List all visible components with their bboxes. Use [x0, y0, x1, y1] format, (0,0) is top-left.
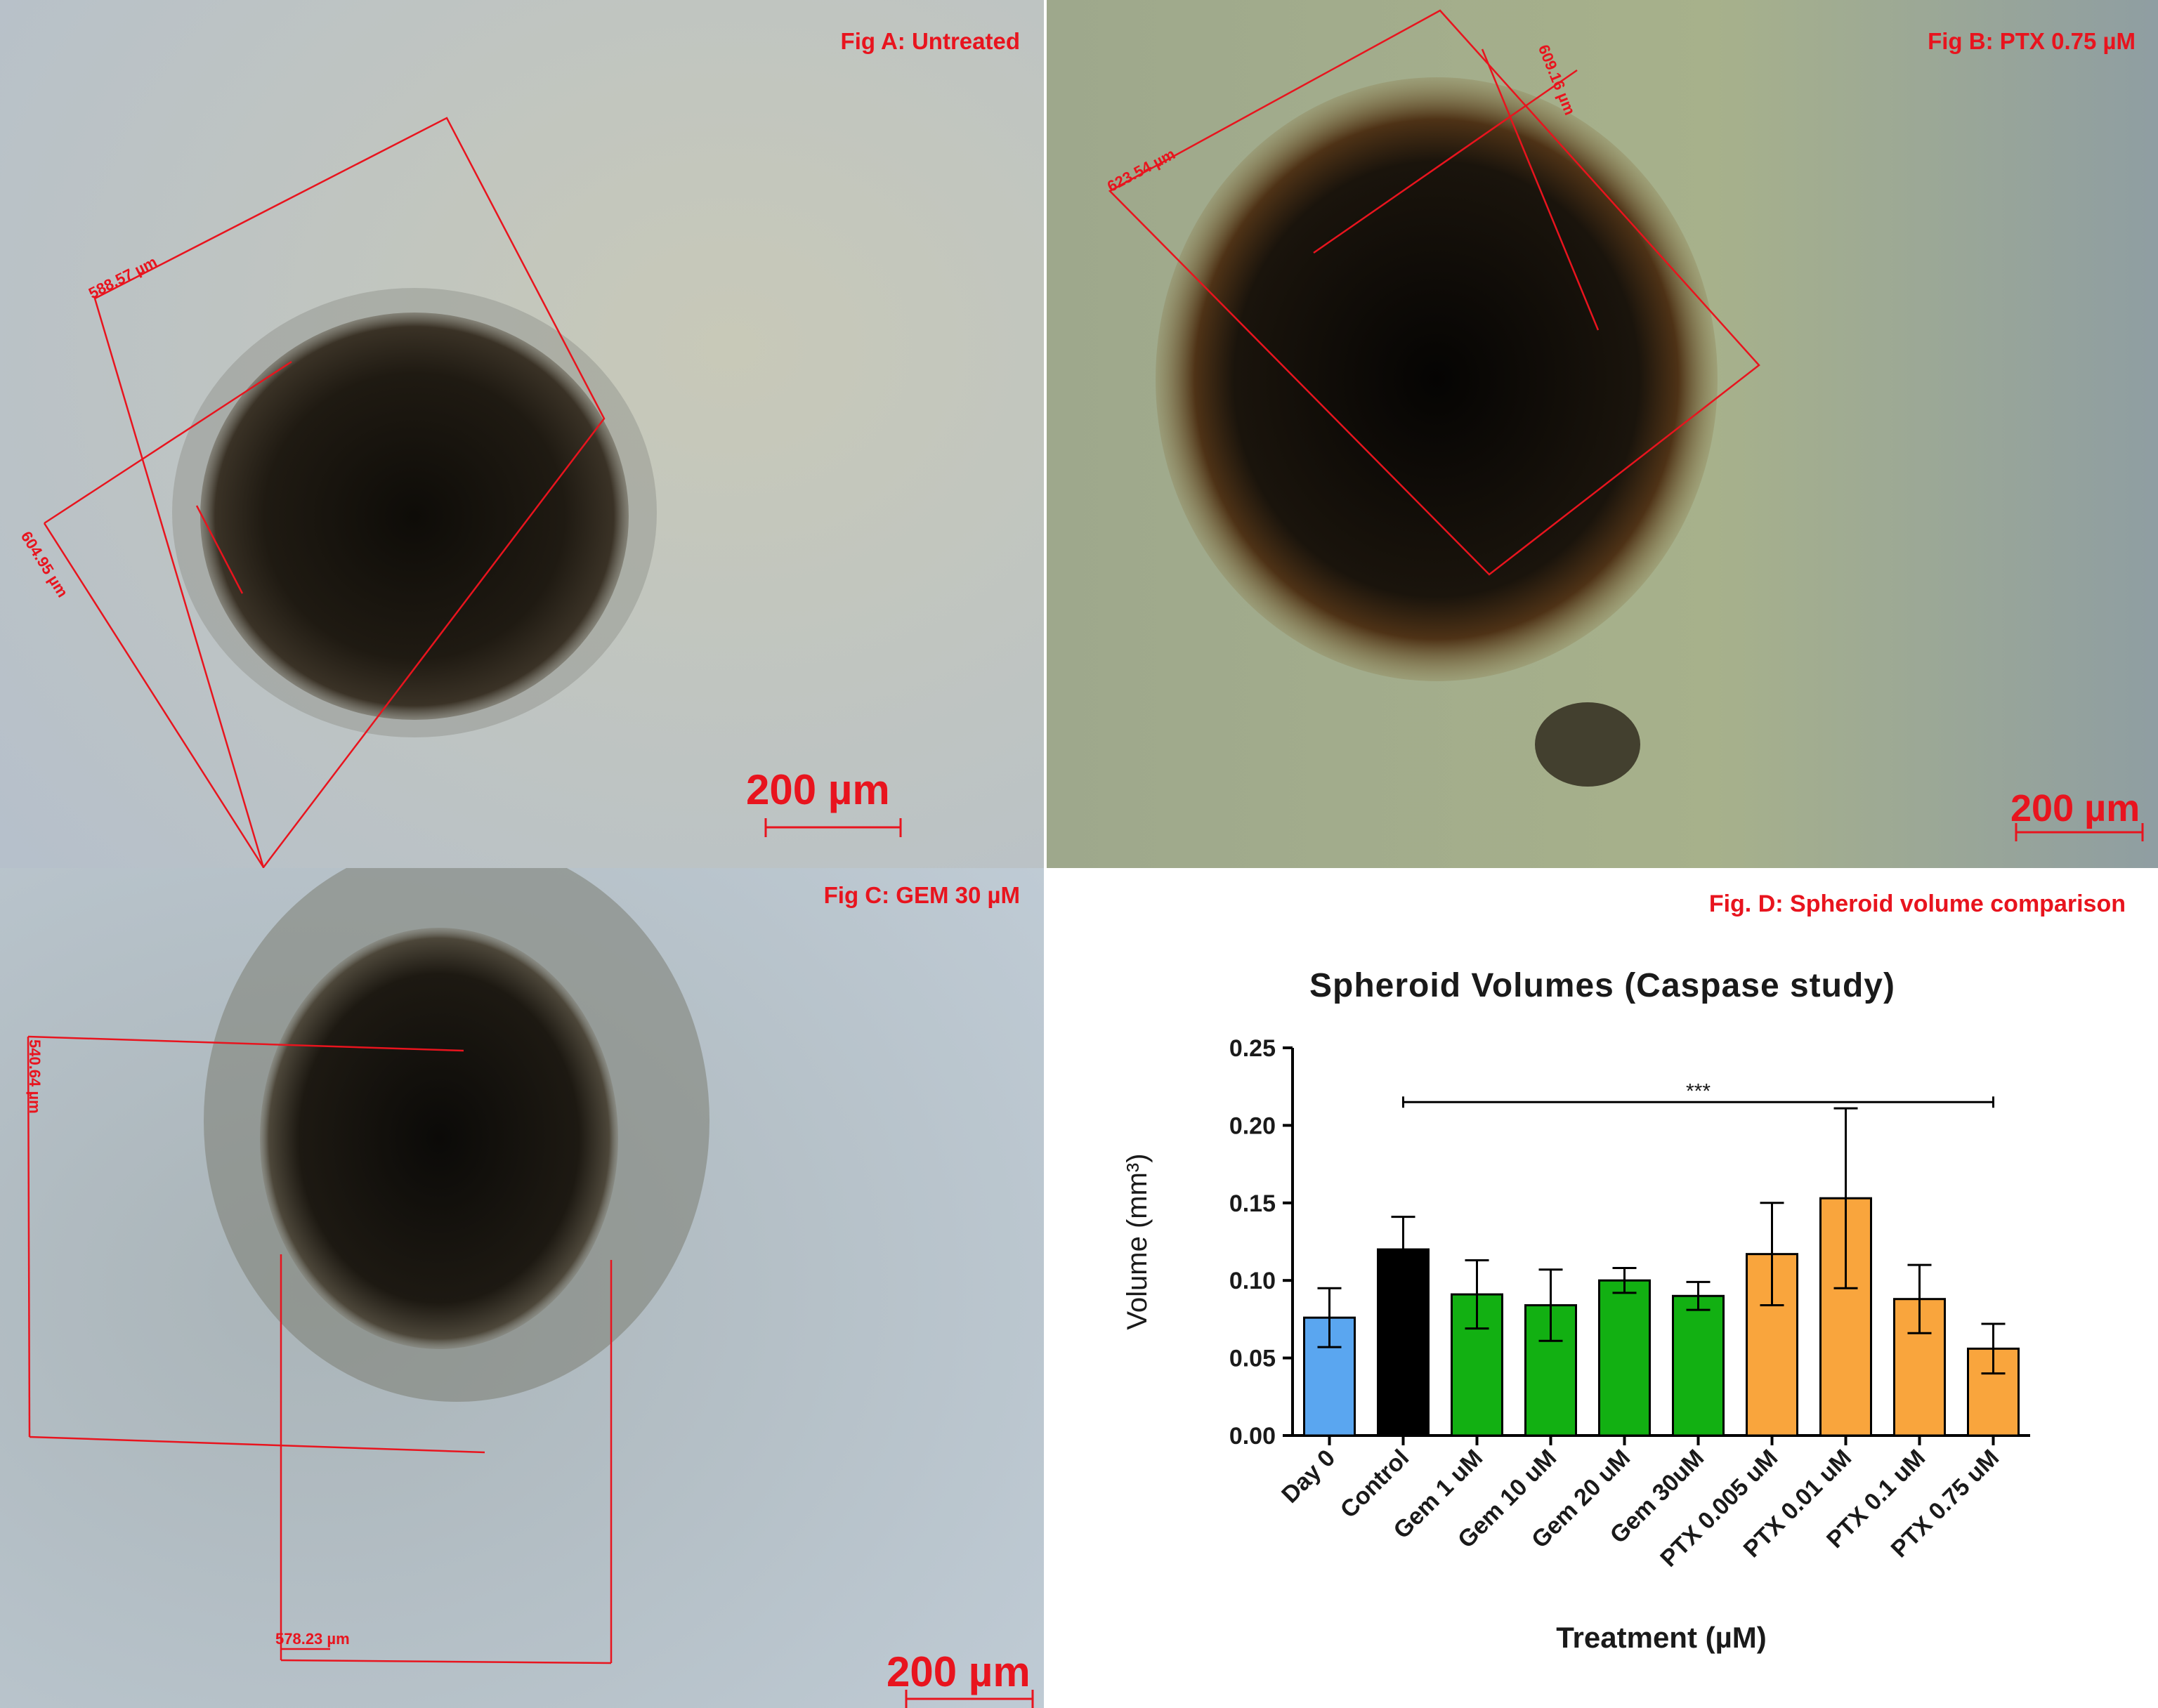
significance-label: ***: [1686, 1079, 1711, 1103]
measurement-box-b: [1108, 9, 1760, 576]
figure-label-d: Fig. D: Spheroid volume comparison: [1708, 891, 2126, 917]
figure-label-a: Fig A: Untreated: [840, 28, 1020, 54]
figure-label-b: Fig B: PTX 0.75 µM: [1928, 28, 2136, 54]
scale-bar-label-a: 200 µm: [746, 766, 890, 813]
x-axis-title: Treatment (µM): [1556, 1621, 1767, 1654]
y-tick-label: 0.00: [1229, 1423, 1276, 1450]
measurement-label-c-2: 578.23 µm: [275, 1630, 350, 1648]
micrograph-c-image: [0, 868, 1044, 1708]
figure-label-c: Fig C: GEM 30 µM: [823, 882, 1020, 908]
x-tick-label: Day 0: [1276, 1445, 1340, 1509]
measurement-box-a: [43, 117, 606, 868]
y-tick-label: 0.15: [1229, 1190, 1276, 1217]
scale-bar-b: [2015, 823, 2144, 841]
micrograph-panel-c: Fig C: GEM 30 µM 540.64 µm 578.23 µm 200…: [0, 868, 1044, 1708]
micrograph-panel-b: Fig B: PTX 0.75 µM 623.54 µm 609.16 µm 2…: [1047, 0, 2158, 868]
scale-bar-c: [905, 1690, 1034, 1708]
y-axis-title: Volume (mm³): [1122, 1153, 1153, 1329]
scale-bar-a: [764, 818, 902, 837]
bar: [1672, 1294, 1725, 1437]
y-tick-label: 0.05: [1229, 1346, 1276, 1372]
measurement-label-c-1: 540.64 µm: [26, 1039, 44, 1114]
bar: [1598, 1279, 1651, 1437]
scale-bar-label-b: 200 µm: [2010, 787, 2140, 829]
micrograph-b-image: [1047, 0, 2158, 868]
measurement-box-c: [27, 1035, 613, 1664]
micrograph-panel-a: Fig A: Untreated 588.57 µm 604.95 µm 200…: [0, 0, 1044, 868]
y-tick-label: 0.20: [1229, 1112, 1276, 1139]
y-tick-label: 0.10: [1229, 1268, 1276, 1294]
y-tick-label: 0.25: [1229, 1035, 1276, 1062]
chart-panel-d: Fig. D: Spheroid volume comparison Spher…: [1047, 868, 2158, 1708]
micrograph-a-image: [0, 0, 1044, 868]
scale-bar-label-c: 200 µm: [887, 1648, 1031, 1695]
chart-title: Spheroid Volumes (Caspase study): [1309, 967, 1895, 1004]
